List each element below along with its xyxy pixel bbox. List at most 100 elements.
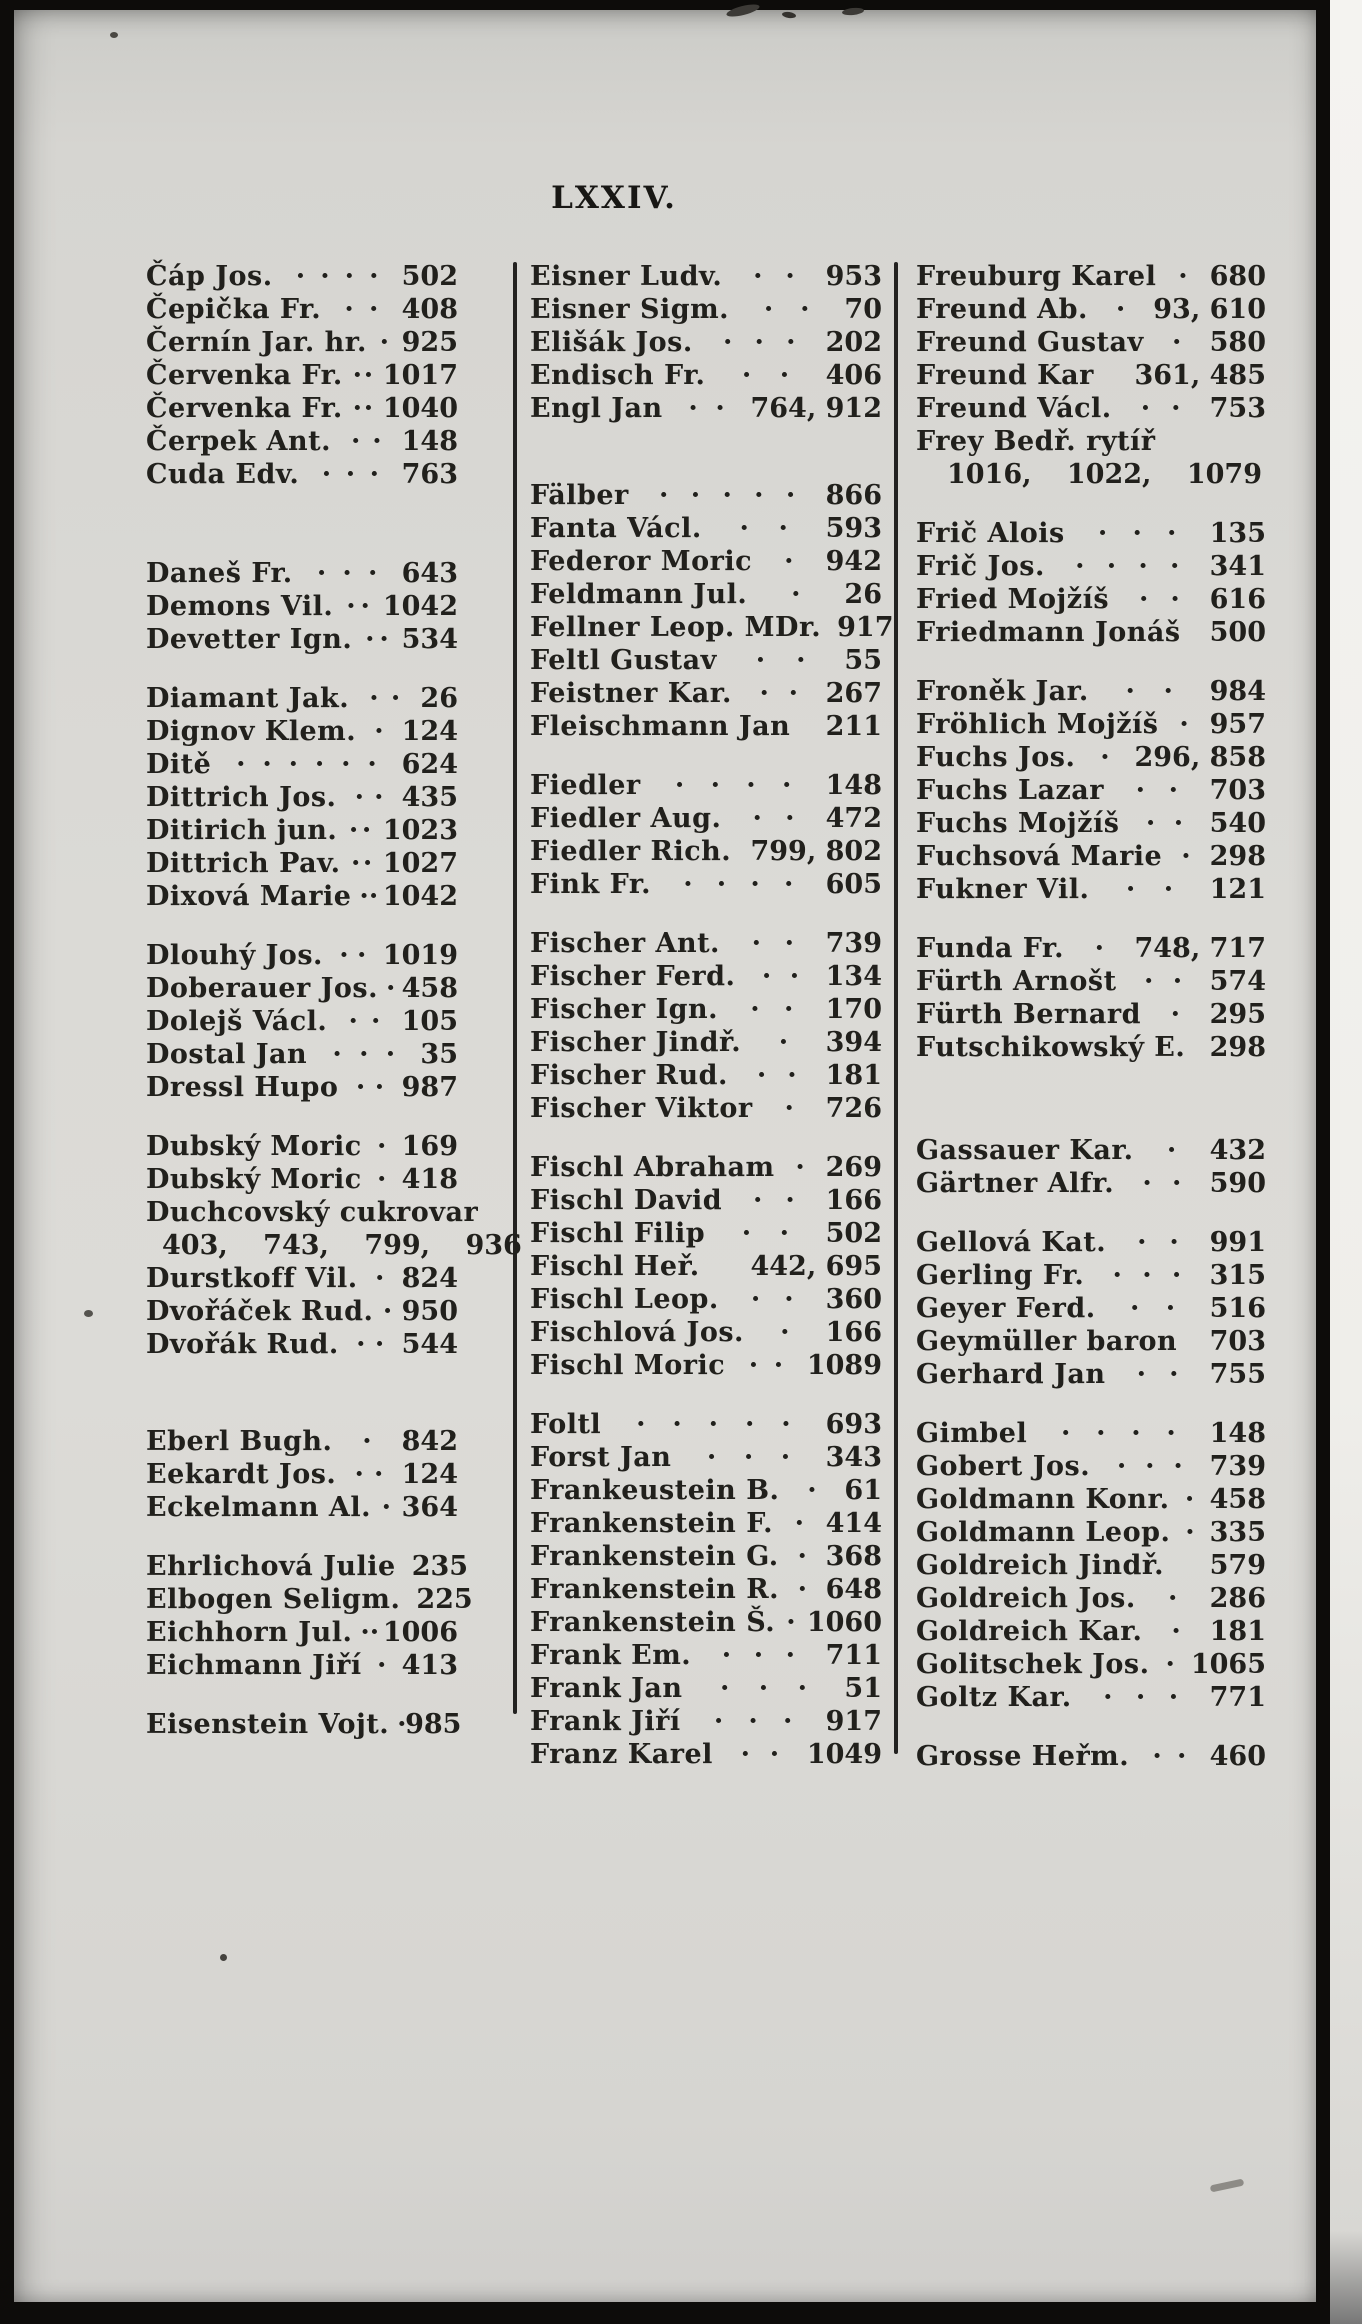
entry-page-numbers: 693 bbox=[825, 1409, 882, 1440]
dot-leaders: · bbox=[795, 1152, 805, 1183]
index-entry: Fanta Václ. · · 593 bbox=[530, 512, 882, 545]
dot-leaders: · · bbox=[750, 994, 794, 1025]
entry-name: Fischer Jindř. bbox=[530, 1027, 742, 1058]
entry-name: Černín Jar. hr. bbox=[146, 327, 367, 358]
entry-page-numbers: 866 bbox=[825, 480, 882, 511]
entry-name: Eichhorn Jul. bbox=[146, 1617, 353, 1648]
index-entry: Diamant Jak. · · 26 bbox=[146, 682, 458, 715]
entry-page-numbers: 703 bbox=[1209, 1326, 1266, 1357]
entry-name: Dignov Klem. bbox=[146, 716, 357, 747]
dot-leaders: · bbox=[1178, 261, 1188, 292]
entry-name: Fiedler bbox=[530, 770, 641, 801]
dot-leaders: · · bbox=[365, 624, 389, 655]
index-entry: Čáp Jos. · · · · 502 bbox=[146, 260, 458, 293]
index-entry: Daneš Fr. · · · 643 bbox=[146, 557, 458, 590]
index-entry: Fröhlich Mojžíš · 957 bbox=[916, 708, 1266, 741]
entry-name: Freund Gustav bbox=[916, 327, 1144, 358]
index-entry: Dittrich Jos. · · 435 bbox=[146, 781, 458, 814]
entry-page-numbers: 61 bbox=[844, 1475, 882, 1506]
entry-page-numbers: 987 bbox=[401, 1072, 458, 1103]
dot-leaders: · · bbox=[350, 426, 382, 457]
dot-leaders: · bbox=[1166, 1135, 1177, 1166]
dot-leaders: · · bbox=[763, 294, 810, 325]
dot-leaders: · · bbox=[352, 360, 374, 391]
index-entry: Fuchs Jos. · 296, 858 bbox=[916, 741, 1266, 774]
dot-leaders: · · bbox=[755, 645, 806, 676]
entry-page-numbers: 1023 bbox=[382, 815, 458, 846]
dot-leaders: · · bbox=[356, 1329, 385, 1360]
entry-page-numbers: 368 bbox=[825, 1541, 882, 1572]
index-entry: Dostal Jan · · · 35 bbox=[146, 1038, 458, 1071]
entry-name: Frič Jos. bbox=[916, 551, 1045, 582]
entry-name: Duchcovský cukrovar bbox=[146, 1197, 479, 1228]
dot-leaders: · · bbox=[348, 1006, 381, 1037]
entry-name: Freuburg Karel bbox=[916, 261, 1157, 292]
entry-page-numbers: 516 bbox=[1209, 1293, 1266, 1324]
entry-name: Funda Fr. bbox=[916, 933, 1065, 964]
entry-name: Goldreich Jos. bbox=[916, 1583, 1136, 1614]
index-entry: Fleischmann Jan 211 bbox=[530, 710, 882, 743]
dot-leaders: · · bbox=[756, 1060, 797, 1091]
entry-name: Fischer Ferd. bbox=[530, 961, 736, 992]
entry-page-numbers: 124 bbox=[401, 1459, 458, 1490]
entry-name: Elišák Jos. bbox=[530, 327, 693, 358]
entry-name: Fuchs Lazar bbox=[916, 775, 1105, 806]
entry-page-numbers: 985 bbox=[405, 1709, 462, 1740]
entry-name: Červenka Fr. bbox=[146, 360, 343, 391]
index-entry: Goldreich Jos. · 286 bbox=[916, 1582, 1266, 1615]
entry-name: Fürth Bernard bbox=[916, 999, 1142, 1030]
entry-name: Fanta Václ. bbox=[530, 513, 702, 544]
entry-page-numbers: 406 bbox=[825, 360, 882, 391]
entry-page-numbers: 105 bbox=[401, 1006, 458, 1037]
dot-leaders: · bbox=[797, 1541, 807, 1572]
index-entry: Frank Jan · · · 51 bbox=[530, 1672, 882, 1705]
index-entry: Fischl David · · 166 bbox=[530, 1184, 882, 1217]
entry-page-numbers: 1060 bbox=[806, 1607, 882, 1638]
entry-name: Frankenstein R. bbox=[530, 1574, 780, 1605]
entry-name: Fischer Viktor bbox=[530, 1093, 753, 1124]
index-entry: Fischl Leop. · · 360 bbox=[530, 1283, 882, 1316]
index-entry-group: Eisner Ludv. · · 953 Eisner Sigm. · · 70 Elišák … bbox=[530, 260, 882, 425]
entry-name: Dittrich Pav. bbox=[146, 848, 341, 879]
index-entry: Frey Bedř. rytíř bbox=[916, 425, 1266, 458]
dot-leaders: · · bbox=[1125, 676, 1173, 707]
entry-name: Fürth Arnošt bbox=[916, 966, 1117, 997]
index-entry: Fischer Jindř. · 394 bbox=[530, 1026, 882, 1059]
entry-page-numbers: 502 bbox=[401, 261, 458, 292]
entry-page-numbers: 124 bbox=[401, 716, 458, 747]
dot-leaders: · · bbox=[1130, 1293, 1176, 1324]
entry-page-numbers: 1006 bbox=[382, 1617, 458, 1648]
dot-leaders: · bbox=[1100, 742, 1110, 773]
dot-leaders: · · bbox=[1125, 874, 1174, 905]
entry-name: Čáp Jos. bbox=[146, 261, 273, 292]
entry-name: Fuchs Mojžíš bbox=[916, 808, 1120, 839]
entry-page-numbers: 211 bbox=[825, 711, 882, 742]
entry-page-numbers: 753 bbox=[1209, 393, 1266, 424]
index-entry-group: Eberl Bugh. · 842 Eekardt Jos. · · 124 Eckelman… bbox=[146, 1425, 458, 1524]
entry-page-numbers: 225 bbox=[416, 1584, 473, 1615]
entry-name: Dostal Jan bbox=[146, 1039, 308, 1070]
entry-name: Fellner Leop. MDr. bbox=[530, 612, 822, 643]
entry-page-numbers: 472 bbox=[825, 803, 882, 834]
index-entry: Feldmann Jul. · 26 bbox=[530, 578, 882, 611]
entry-name: Dvořáček Rud. bbox=[146, 1296, 374, 1327]
index-entry: Dubský Moric · 169 bbox=[146, 1130, 458, 1163]
entry-name: Freund Ab. bbox=[916, 294, 1088, 325]
dot-leaders: · bbox=[1185, 1517, 1195, 1548]
index-entry: Devetter Ign. · · 534 bbox=[146, 623, 458, 656]
index-entry: Fellner Leop. MDr. 917 bbox=[530, 611, 894, 644]
ink-speck bbox=[781, 11, 797, 19]
index-entry: Frank Jiří · · · 917 bbox=[530, 1705, 882, 1738]
dot-leaders: · · · bbox=[719, 1673, 807, 1704]
index-entry: Feistner Kar. · · 267 bbox=[530, 677, 882, 710]
entry-name: Freund Kar bbox=[916, 360, 1094, 391]
entry-page-numbers: 51 bbox=[844, 1673, 882, 1704]
index-entry: Dolejš Václ. · · 105 bbox=[146, 1005, 458, 1038]
index-entry: Dvořák Rud. · · 544 bbox=[146, 1328, 458, 1361]
index-entry: Fürth Arnošt · · 574 bbox=[916, 965, 1266, 998]
dot-leaders: · bbox=[791, 579, 801, 610]
index-column-1: Čáp Jos. · · · · 502 Čepička Fr. · · 408 Černín Ja… bbox=[146, 260, 522, 1741]
entry-page-numbers: 1042 bbox=[382, 881, 458, 912]
entry-name: Frank Jan bbox=[530, 1673, 683, 1704]
